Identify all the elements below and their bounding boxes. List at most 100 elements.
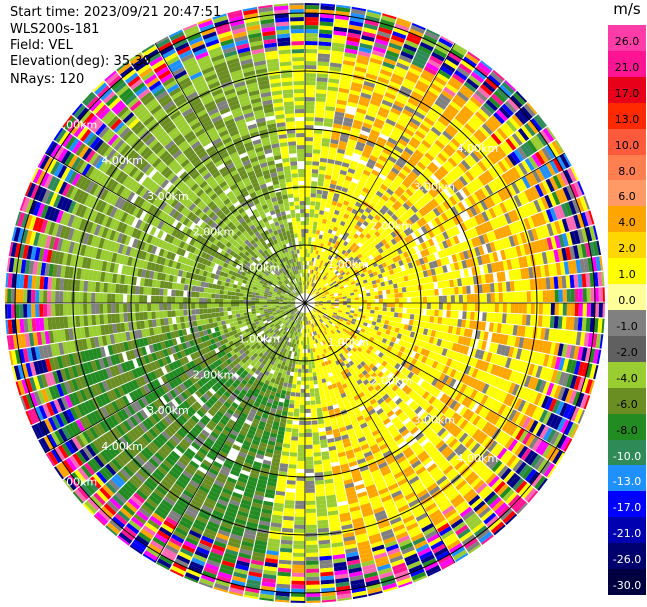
velocity-gate	[305, 492, 316, 497]
velocity-gate	[346, 295, 351, 299]
velocity-gate	[471, 165, 481, 177]
velocity-gate	[285, 395, 291, 400]
velocity-gate	[381, 205, 389, 212]
velocity-gate	[299, 404, 305, 409]
velocity-gate	[282, 519, 294, 525]
velocity-gate	[305, 121, 314, 126]
velocity-gate	[470, 71, 485, 84]
velocity-gate	[554, 289, 559, 302]
velocity-gate	[437, 136, 448, 147]
velocity-gate	[315, 275, 319, 280]
velocity-gate	[378, 298, 383, 303]
velocity-gate	[335, 103, 347, 110]
velocity-gate	[360, 190, 368, 198]
velocity-gate	[387, 46, 401, 55]
velocity-gate	[338, 304, 343, 307]
velocity-gate	[498, 303, 503, 313]
velocity-gate	[300, 388, 305, 393]
velocity-gate	[371, 233, 378, 240]
velocity-gate	[306, 277, 308, 282]
velocity-gate	[305, 45, 318, 50]
velocity-gate	[368, 190, 376, 198]
velocity-gate	[330, 233, 335, 239]
velocity-gate	[342, 63, 355, 70]
velocity-gate	[562, 303, 567, 316]
velocity-gate	[292, 552, 305, 557]
velocity-gate	[364, 217, 372, 224]
velocity-gate	[415, 130, 426, 140]
velocity-gate	[411, 59, 425, 70]
velocity-gate	[375, 221, 383, 228]
velocity-gate	[480, 60, 493, 71]
velocity-gate	[350, 131, 360, 138]
velocity-gate	[341, 217, 348, 223]
velocity-gate	[289, 456, 297, 461]
velocity-gate	[349, 16, 365, 24]
velocity-gate	[445, 160, 455, 170]
velocity-gate	[343, 246, 349, 252]
velocity-gate	[396, 186, 405, 195]
velocity-gate	[297, 460, 305, 465]
velocity-gate	[337, 267, 343, 273]
velocity-gate	[295, 500, 305, 505]
velocity-gate	[419, 197, 428, 206]
velocity-gate	[339, 269, 344, 274]
velocity-gate	[414, 297, 419, 303]
velocity-gate	[357, 162, 366, 170]
velocity-gate	[378, 72, 391, 81]
velocity-gate	[315, 101, 326, 106]
velocity-gate	[449, 170, 459, 181]
velocity-gate	[526, 291, 531, 303]
velocity-gate	[400, 134, 410, 144]
velocity-gate	[366, 11, 381, 19]
velocity-gate	[456, 66, 470, 78]
velocity-gate	[393, 317, 398, 323]
velocity-gate	[494, 312, 499, 323]
velocity-gate	[324, 118, 334, 124]
velocity-gate	[395, 218, 403, 226]
velocity-gate	[486, 303, 491, 312]
velocity-gate	[313, 283, 316, 288]
velocity-gate	[307, 340, 310, 345]
velocity-gate	[429, 282, 435, 290]
velocity-gate	[448, 140, 459, 152]
velocity-gate	[312, 225, 317, 230]
velocity-gate	[305, 3, 320, 6]
velocity-gate	[294, 404, 300, 409]
velocity-gate	[440, 65, 454, 76]
velocity-gate	[507, 97, 520, 111]
velocity-gate	[305, 536, 318, 541]
velocity-gate	[332, 34, 347, 41]
velocity-gate	[307, 285, 310, 290]
velocity-gate	[417, 126, 428, 136]
velocity-gate	[426, 296, 431, 303]
velocity-gate	[488, 96, 501, 109]
velocity-gate	[446, 295, 451, 303]
velocity-gate	[305, 281, 308, 286]
velocity-gate	[398, 138, 408, 147]
velocity-gate	[469, 96, 483, 108]
velocity-gate	[318, 289, 323, 293]
velocity-gate	[314, 391, 320, 397]
velocity-gate	[382, 125, 393, 134]
velocity-gate	[313, 137, 322, 142]
velocity-gate	[340, 75, 352, 82]
velocity-gate	[391, 192, 400, 201]
velocity-gate	[314, 387, 320, 393]
velocity-gate	[486, 283, 491, 293]
velocity-gate	[363, 80, 376, 88]
velocity-gate	[348, 24, 363, 31]
velocity-gate	[350, 85, 362, 93]
velocity-gate	[458, 294, 463, 303]
velocity-gate	[350, 295, 355, 299]
velocity-gate	[333, 264, 339, 269]
velocity-gate	[482, 312, 487, 322]
velocity-gate	[336, 228, 342, 234]
velocity-gate	[393, 69, 406, 78]
velocity-gate	[291, 584, 305, 589]
velocity-gate	[318, 214, 324, 219]
velocity-gate	[310, 249, 314, 254]
velocity-gate	[316, 189, 323, 195]
velocity-gate	[316, 81, 328, 87]
velocity-gate	[305, 392, 310, 397]
